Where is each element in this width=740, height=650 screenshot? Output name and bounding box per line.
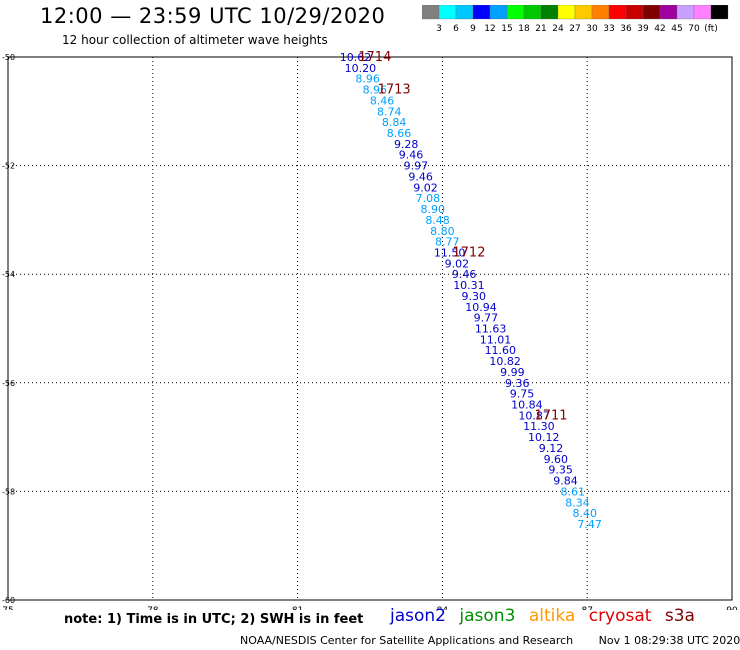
data-point-label: 9.02 [445, 257, 470, 270]
footer-source: NOAA/NESDIS Center for Satellite Applica… [240, 634, 574, 647]
data-point-label: 9.35 [548, 464, 573, 477]
data-point-label: 9.99 [500, 366, 525, 379]
data-point-label: 10.20 [345, 62, 377, 75]
colorbar-label: 18 [518, 24, 530, 34]
y-tick-label: -56 [2, 379, 15, 388]
data-point-label: 8.74 [377, 105, 402, 118]
colorbar-swatch [710, 5, 729, 20]
colorbar-label: 36 [620, 24, 632, 34]
data-point-label: 10.87 [518, 409, 550, 422]
x-tick-label: 84 [437, 606, 449, 610]
colorbar-label: 3 [436, 24, 442, 34]
data-point-label: 9.28 [394, 138, 419, 151]
legend-item-jason3: jason3 [459, 606, 516, 626]
data-point-label: 8.80 [430, 225, 455, 238]
data-point-label: 10.31 [453, 279, 485, 292]
y-tick-label: -50 [2, 53, 15, 62]
data-point-label: 8.96 [363, 84, 388, 97]
data-point-label: 9.46 [408, 170, 433, 183]
satellite-legend: jason2 jason3 altika cryosat s3a [390, 606, 703, 626]
pass-annotation: 1711 [534, 408, 567, 423]
data-point-label: 9.97 [404, 160, 429, 173]
data-point-label: 9.46 [399, 149, 424, 162]
colorbar-label: (ft) [704, 24, 718, 34]
colorbar-label: 21 [535, 24, 546, 34]
data-point-label: 9.84 [553, 475, 578, 488]
colorbar-label: 27 [569, 24, 580, 34]
data-point-label: 8.40 [573, 507, 598, 520]
legend-item-cryosat: cryosat [588, 606, 652, 626]
pass-annotation: 1712 [452, 245, 485, 260]
footer-timestamp: Nov 1 08:29:38 UTC 2020 [598, 634, 740, 647]
legend-item-jason2: jason2 [390, 606, 446, 626]
data-point-label: 10.62 [340, 51, 372, 64]
legend-item-altika: altika [528, 606, 576, 626]
data-point-label: 8.96 [355, 73, 380, 86]
colorbar-label: 39 [637, 24, 649, 34]
x-tick-label: 75 [2, 606, 13, 610]
x-tick-label: 81 [292, 606, 303, 610]
wave-height-chart: 75 78 81 84 87 90 -50 -52 -54 -56 -58 -60 10.6210.20… [2, 50, 738, 610]
data-point-label: 8.90 [420, 203, 445, 216]
data-point-label: 9.12 [539, 442, 564, 455]
data-point-label: 8.34 [565, 496, 590, 509]
y-tick-label: -52 [2, 162, 15, 171]
chart-title: 12:00 — 23:59 UTC 10/29/2020 [40, 4, 386, 28]
data-point-label: 8.84 [382, 116, 407, 129]
y-tick-label: -58 [2, 487, 15, 496]
data-point-label: 9.60 [544, 453, 569, 466]
colorbar-label: 24 [552, 24, 564, 34]
x-tick-label: 87 [581, 606, 592, 610]
data-point-label: 10.12 [528, 431, 560, 444]
data-point-label: 11.01 [480, 333, 512, 346]
colorbar-label: 9 [470, 24, 476, 34]
colorbar: 3 6 9 12 15 18 21 24 27 30 33 36 39 42 45 70 (ft) [422, 5, 729, 34]
data-point-label: 8.77 [435, 236, 460, 249]
legend-item-s3a: s3a [664, 606, 695, 626]
data-point-label: 8.66 [387, 127, 412, 140]
data-point-label: 11.60 [485, 344, 517, 357]
colorbar-label: 70 [688, 24, 700, 34]
colorbar-label: 33 [603, 24, 614, 34]
footer: NOAA/NESDIS Center for Satellite Applica… [240, 634, 740, 647]
data-point-label: 9.02 [413, 181, 438, 194]
colorbar-label: 15 [501, 24, 512, 34]
colorbar-label: 6 [453, 24, 459, 34]
chart-subtitle: 12 hour collection of altimeter wave hei… [62, 33, 328, 47]
data-point-label: 8.48 [425, 214, 450, 227]
data-point-label: 11.50 [434, 246, 466, 259]
data-point-label: 9.36 [505, 377, 530, 390]
data-point-label: 11.63 [475, 323, 507, 336]
plot-frame [7, 56, 733, 601]
y-tick-label: -54 [2, 270, 15, 279]
colorbar-label: 12 [484, 24, 495, 34]
x-tick-label: 78 [147, 606, 159, 610]
data-point-label: 10.94 [465, 301, 497, 314]
pass-annotation: 1714 [358, 50, 391, 65]
y-tick-label: -60 [2, 596, 15, 605]
data-point-label: 8.46 [370, 94, 395, 107]
colorbar-label: 30 [586, 24, 598, 34]
colorbar-label: 45 [671, 24, 682, 34]
data-point-label: 9.77 [474, 312, 499, 325]
data-point-label: 7.47 [577, 518, 602, 531]
data-point-label: 8.61 [560, 485, 585, 498]
data-point-label: 10.82 [489, 355, 521, 368]
data-point-label: 11.30 [523, 420, 555, 433]
x-tick-label: 90 [726, 606, 738, 610]
data-point-label: 10.84 [511, 399, 543, 412]
pass-annotation: 1713 [378, 83, 411, 98]
colorbar-label: 42 [654, 24, 665, 34]
data-point-label: 7.08 [416, 192, 441, 205]
data-point-label: 9.46 [452, 268, 477, 281]
note-text: note: 1) Time is in UTC; 2) SWH is in fe… [64, 612, 364, 627]
data-point-label: 9.30 [462, 290, 487, 303]
data-point-label: 9.75 [510, 388, 535, 401]
